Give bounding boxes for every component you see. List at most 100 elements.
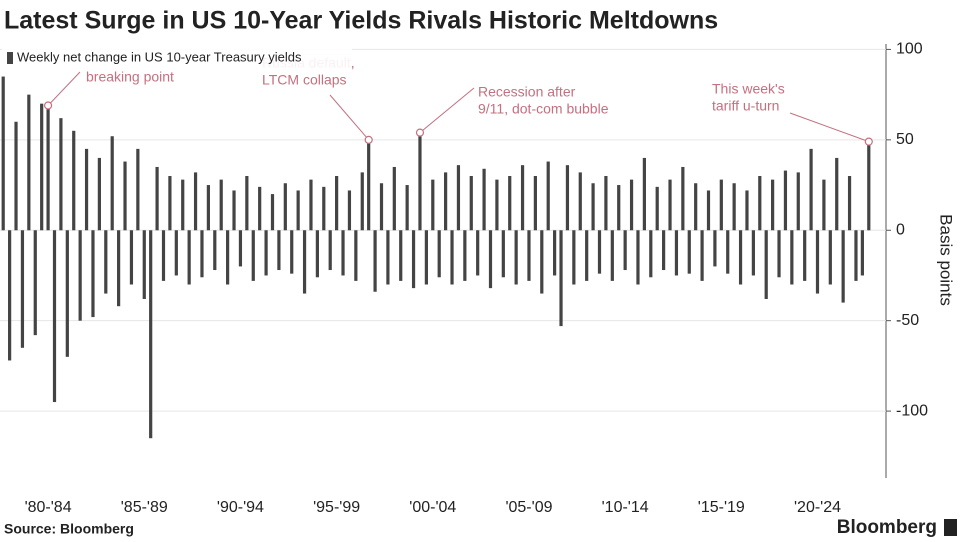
bar <box>149 230 153 439</box>
bar <box>713 230 717 267</box>
bar <box>302 230 307 294</box>
bar <box>591 183 595 231</box>
bar <box>341 230 345 276</box>
bar <box>771 179 775 231</box>
bar <box>662 230 666 271</box>
bar <box>642 157 646 231</box>
bar <box>335 176 339 231</box>
annotation-text: LTCM collaps <box>262 72 347 88</box>
bar <box>565 165 570 231</box>
bar <box>860 230 864 276</box>
bar <box>835 157 839 231</box>
bar <box>174 230 178 276</box>
y-axis-label: Basis points <box>937 214 956 306</box>
bar <box>226 230 230 285</box>
bar <box>623 230 627 271</box>
annotation-marker <box>415 128 425 137</box>
bar <box>161 230 166 281</box>
annotation-leader <box>419 87 475 133</box>
legend <box>2 46 352 68</box>
bar <box>238 230 243 267</box>
bar <box>533 176 537 231</box>
bar <box>597 230 602 274</box>
bar <box>719 179 723 231</box>
bar <box>411 230 416 289</box>
y-tick-label: 100 <box>896 41 923 58</box>
annotation-text: Recession after <box>478 84 576 100</box>
bar <box>668 179 672 231</box>
bar <box>97 157 101 231</box>
bar <box>553 230 557 276</box>
bar <box>315 230 319 278</box>
bar <box>854 230 858 281</box>
x-tick-label: '90-'94 <box>217 499 264 516</box>
x-tick-label: '15-'19 <box>698 499 745 516</box>
legend-swatch <box>7 52 13 64</box>
bar <box>450 230 454 285</box>
y-tick-label: -50 <box>896 312 919 329</box>
bar <box>572 230 576 285</box>
bar <box>482 168 486 231</box>
bar <box>14 121 18 231</box>
bar <box>444 172 448 231</box>
bar <box>251 230 255 281</box>
bar <box>399 230 403 281</box>
bar <box>136 148 140 231</box>
bar <box>828 230 832 285</box>
bar <box>52 230 57 403</box>
bar <box>1 76 5 231</box>
annotation-marker <box>364 135 373 144</box>
bar <box>803 230 807 281</box>
x-tick-label: '85-'89 <box>121 499 168 516</box>
bar <box>277 230 281 271</box>
bar <box>206 185 210 231</box>
bar <box>40 103 44 231</box>
bar <box>822 179 826 231</box>
bar <box>322 186 326 231</box>
bar <box>559 230 563 327</box>
bar <box>296 190 300 231</box>
bar <box>187 230 191 285</box>
annotation-leader <box>329 94 370 141</box>
annotation-text: This week's <box>712 81 785 97</box>
x-tick-label: '95-'99 <box>313 499 360 516</box>
bar <box>270 194 275 231</box>
bar <box>290 230 294 274</box>
bar <box>732 183 736 231</box>
bar <box>847 176 852 231</box>
bar <box>790 230 794 285</box>
bar <box>129 230 134 285</box>
bar <box>514 230 518 285</box>
source: Source: Bloomberg <box>4 521 134 537</box>
bar <box>264 230 268 276</box>
bar <box>495 179 499 231</box>
bar <box>213 230 217 271</box>
bar <box>783 170 788 231</box>
bar <box>629 179 634 231</box>
bar <box>219 179 223 231</box>
bar <box>841 230 845 303</box>
bar <box>476 230 480 276</box>
bar <box>123 161 127 231</box>
bar <box>65 230 69 357</box>
y-tick-label: -100 <box>896 402 928 419</box>
brand: Bloomberg <box>837 517 937 538</box>
bar <box>110 136 114 231</box>
bar <box>520 165 525 231</box>
x-tick-label: '10-'14 <box>602 499 649 516</box>
bar <box>809 148 813 231</box>
bar <box>463 230 467 281</box>
bar <box>155 166 159 231</box>
bar <box>764 230 768 299</box>
bar <box>72 130 76 231</box>
bar <box>104 230 108 294</box>
bar <box>508 176 512 231</box>
bar <box>617 185 621 231</box>
chart-title: Latest Surge in US 10-Year Yields Rivals… <box>4 7 718 35</box>
x-tick-label: '20-'24 <box>794 499 841 516</box>
bar <box>738 230 743 285</box>
bar <box>142 230 146 299</box>
bar <box>91 230 95 318</box>
y-tick-label: 50 <box>896 131 914 148</box>
